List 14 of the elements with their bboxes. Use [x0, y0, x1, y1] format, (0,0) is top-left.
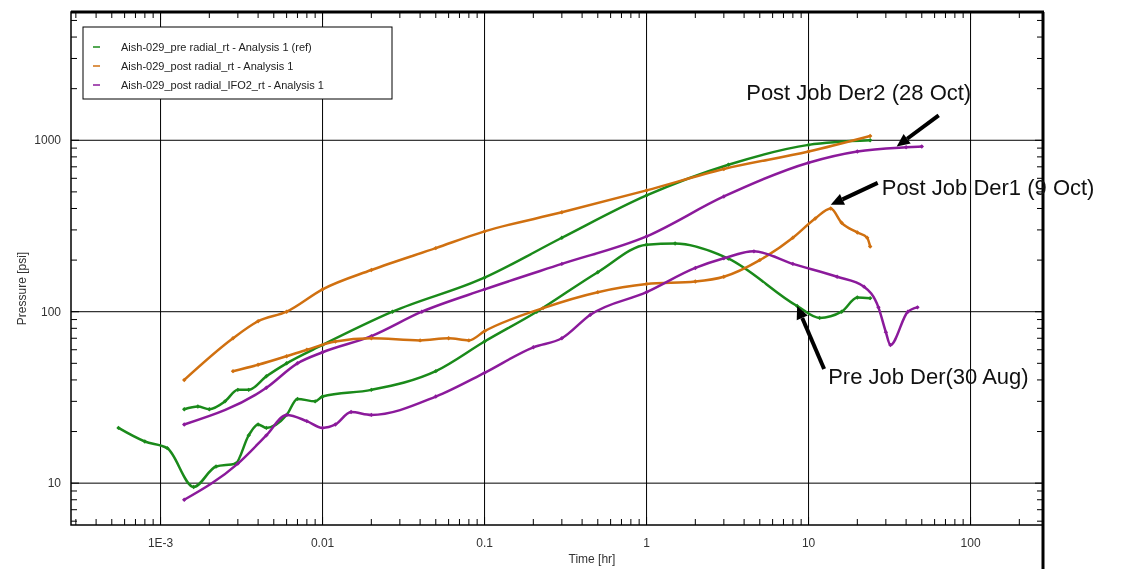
y-tick-label: 10 — [47, 476, 62, 491]
x-tick-label: 1E-3 — [147, 536, 174, 550]
x-tick-label: 100 — [960, 536, 981, 550]
x-tick-label: 0.1 — [476, 536, 494, 550]
legend-label: Aish-029_pre radial_rt - Analysis 1 (ref) — [121, 41, 312, 53]
legend-label: Aish-029_post radial_rt - Analysis 1 — [121, 60, 294, 72]
y-axis-title: Pressure [psi] — [15, 251, 29, 326]
x-axis-title: Time [hr] — [568, 552, 616, 566]
x-tick-label: 10 — [801, 536, 816, 550]
y-tick-label: 1000 — [34, 133, 62, 148]
x-tick-label: 0.01 — [310, 536, 335, 550]
x-tick-label: 1 — [643, 536, 651, 550]
legend-label: Aish-029_post radial_IFO2_rt - Analysis 1 — [121, 79, 324, 91]
y-tick-label: 100 — [40, 304, 62, 319]
